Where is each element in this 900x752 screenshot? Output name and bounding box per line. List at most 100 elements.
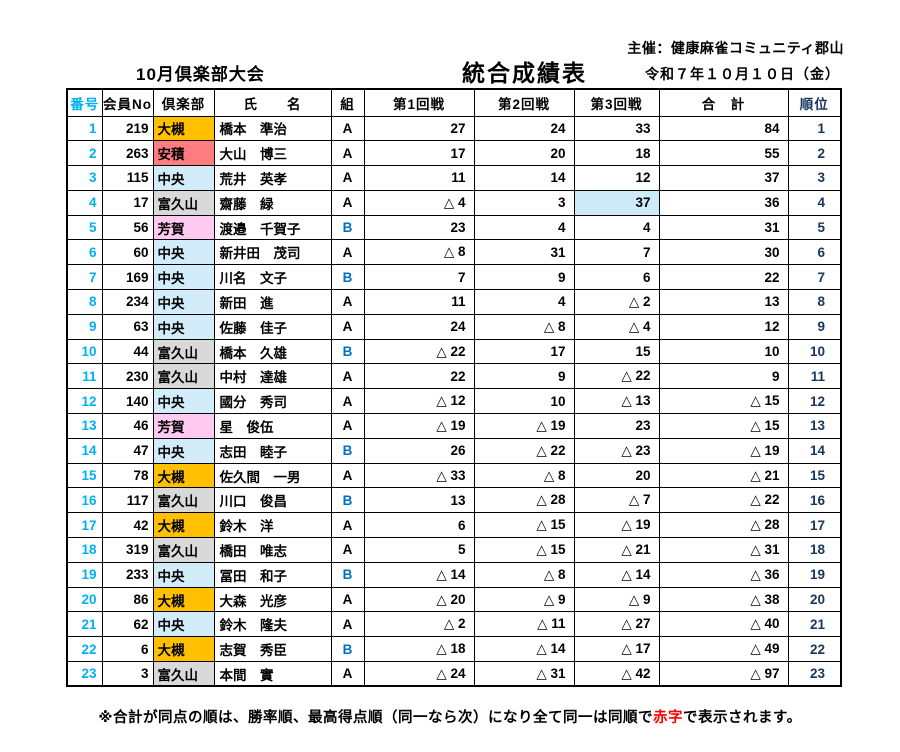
cell-rank: 3 xyxy=(787,165,842,191)
cell-r1: △ 20 xyxy=(363,586,475,613)
cell-club: 中央 xyxy=(152,388,215,415)
footnote-pre: ※合計が同点の順は、勝率順、最高得点順（同一なら次）になり全て同一は同順で xyxy=(98,710,654,726)
cell-club: 中央 xyxy=(152,611,215,638)
cell-no: 19 xyxy=(66,561,103,588)
cell-club: 中央 xyxy=(152,239,215,266)
cell-group: A xyxy=(330,363,365,390)
cell-club: 富久山 xyxy=(152,338,215,365)
cell-member_no: 3 xyxy=(101,661,154,687)
cell-total: 22 xyxy=(658,264,789,291)
table-row: 14 47 中央 志田 睦子 B 26 △ 22 △ 23 △ 19 14 xyxy=(66,437,842,464)
cell-club: 大槻 xyxy=(152,636,215,663)
cell-member_no: 86 xyxy=(101,586,154,613)
table-row: 23 3 富久山 本間 實 A △ 24 △ 31 △ 42 △ 97 23 xyxy=(66,661,842,687)
cell-total: 55 xyxy=(658,140,789,167)
cell-r2: △ 8 xyxy=(473,313,575,340)
cell-member_no: 319 xyxy=(101,537,154,563)
table-row: 15 78 大槻 佐久間 一男 A △ 33 △ 8 20 △ 21 15 xyxy=(66,462,842,489)
cell-rank: 22 xyxy=(787,636,842,663)
cell-r1: △ 24 xyxy=(363,661,475,687)
cell-total: △ 15 xyxy=(658,388,789,415)
table-row: 22 6 大槻 志賀 秀臣 B △ 18 △ 14 △ 17 △ 49 22 xyxy=(66,636,842,663)
cell-r2: △ 19 xyxy=(473,413,575,439)
cell-rank: 6 xyxy=(787,239,842,266)
cell-no: 23 xyxy=(66,661,103,687)
cell-rank: 8 xyxy=(787,289,842,315)
cell-r2: △ 14 xyxy=(473,636,575,663)
report-title: 統合成績表 xyxy=(462,60,587,86)
cell-name: 本間 實 xyxy=(213,661,332,687)
cell-no: 12 xyxy=(66,388,103,415)
cell-total: 37 xyxy=(658,165,789,191)
table-row: 16 117 富久山 川口 俊昌 B 13 △ 28 △ 7 △ 22 16 xyxy=(66,487,842,514)
cell-club: 富久山 xyxy=(152,537,215,563)
cell-r2: △ 11 xyxy=(473,611,575,638)
cell-no: 15 xyxy=(66,462,103,489)
cell-member_no: 63 xyxy=(101,313,154,340)
cell-r2: 10 xyxy=(473,388,575,415)
cell-r2: 3 xyxy=(473,189,575,216)
cell-r2: 24 xyxy=(473,115,575,142)
cell-no: 20 xyxy=(66,586,103,613)
cell-group: A xyxy=(330,462,365,489)
cell-r1: △ 33 xyxy=(363,462,475,489)
cell-r1: 7 xyxy=(363,264,475,291)
cell-r2: 9 xyxy=(473,264,575,291)
cell-group: A xyxy=(330,512,365,539)
cell-r3: 37 xyxy=(573,189,660,216)
cell-r3: △ 42 xyxy=(573,661,660,687)
cell-no: 2 xyxy=(66,140,103,167)
cell-club: 中央 xyxy=(152,165,215,191)
cell-rank: 1 xyxy=(787,115,842,142)
cell-r3: 4 xyxy=(573,214,660,241)
cell-rank: 10 xyxy=(787,338,842,365)
cell-name: 齋藤 緑 xyxy=(213,189,332,216)
cell-no: 22 xyxy=(66,636,103,663)
cell-group: A xyxy=(330,140,365,167)
cell-rank: 2 xyxy=(787,140,842,167)
cell-name: 鈴木 隆夫 xyxy=(213,611,332,638)
cell-r1: 5 xyxy=(363,537,475,563)
cell-club: 中央 xyxy=(152,289,215,315)
cell-member_no: 62 xyxy=(101,611,154,638)
cell-r3: △ 23 xyxy=(573,437,660,464)
cell-total: 13 xyxy=(658,289,789,315)
cell-r3: △ 17 xyxy=(573,636,660,663)
cell-name: 新井田 茂司 xyxy=(213,239,332,266)
cell-r1: △ 8 xyxy=(363,239,475,266)
cell-club: 中央 xyxy=(152,313,215,340)
cell-name: 志田 睦子 xyxy=(213,437,332,464)
cell-r2: △ 15 xyxy=(473,512,575,539)
table-row: 1 219 大槻 橋本 準治 A 27 24 33 84 1 xyxy=(66,115,842,142)
cell-r2: △ 8 xyxy=(473,462,575,489)
cell-rank: 20 xyxy=(787,586,842,613)
cell-club: 大槻 xyxy=(152,115,215,142)
cell-r2: △ 8 xyxy=(473,561,575,588)
cell-name: 中村 達雄 xyxy=(213,363,332,390)
cell-member_no: 78 xyxy=(101,462,154,489)
cell-name: 大森 光彦 xyxy=(213,586,332,613)
footnote-red-word: 赤字 xyxy=(653,710,684,726)
footnote: ※合計が同点の順は、勝率順、最高得点順（同一なら次）になり全て同一は同順で赤字で… xyxy=(0,706,900,727)
cell-group: A xyxy=(330,413,365,439)
cell-name: 川名 文子 xyxy=(213,264,332,291)
cell-group: A xyxy=(330,115,365,142)
cell-name: 荒井 英孝 xyxy=(213,165,332,191)
organizer-line: 主催：健康麻雀コミュニティ郡山 xyxy=(627,40,844,56)
cell-name: 佐藤 佳子 xyxy=(213,313,332,340)
cell-name: 冨田 和子 xyxy=(213,561,332,588)
cell-r3: 7 xyxy=(573,239,660,266)
cell-name: 川口 俊昌 xyxy=(213,487,332,514)
cell-r3: △ 14 xyxy=(573,561,660,588)
cell-r3: 12 xyxy=(573,165,660,191)
cell-name: 佐久間 一男 xyxy=(213,462,332,489)
table-row: 6 60 中央 新井田 茂司 A △ 8 31 7 30 6 xyxy=(66,239,842,266)
cell-group: A xyxy=(330,165,365,191)
cell-club: 芳賀 xyxy=(152,214,215,241)
cell-no: 4 xyxy=(66,189,103,216)
table-row: 5 56 芳賀 渡邉 千賀子 B 23 4 4 31 5 xyxy=(66,214,842,241)
cell-group: A xyxy=(330,289,365,315)
results-body: 1 219 大槻 橋本 準治 A 27 24 33 84 1 2 263 安積 大山 博三 A 17 20 18 5… xyxy=(66,115,842,687)
table-row: 13 46 芳賀星 俊伍 A △ 19 △ 19 23 △ 15 13 xyxy=(66,413,842,439)
